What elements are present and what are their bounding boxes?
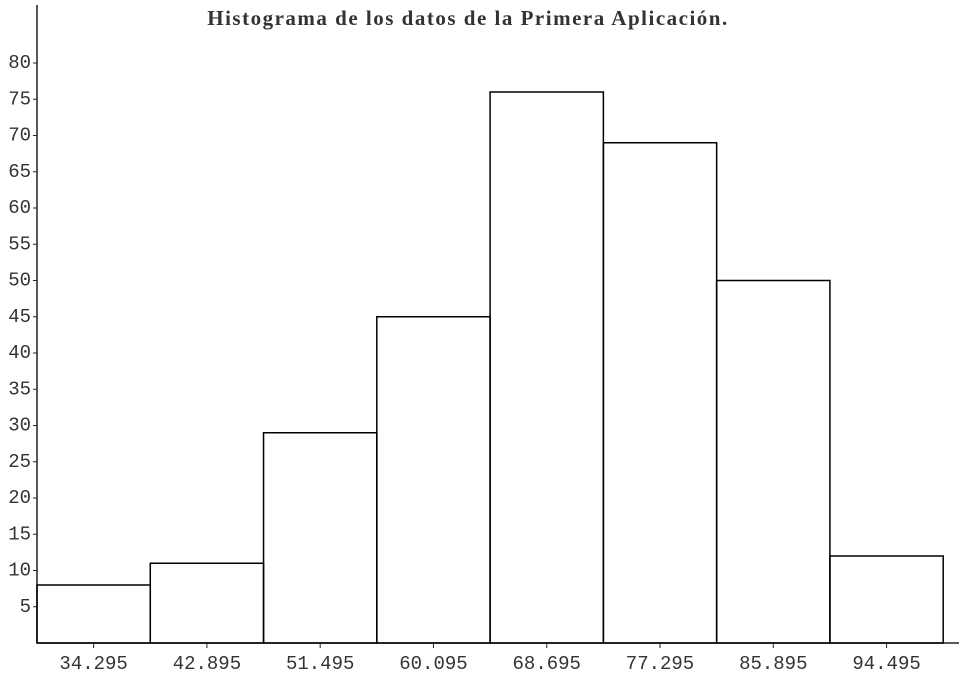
bar bbox=[602, 142, 718, 644]
bar bbox=[829, 555, 944, 644]
x-tick-label: 60.095 bbox=[399, 653, 467, 675]
x-tick-label: 85.895 bbox=[739, 653, 807, 675]
y-tick-label: 30 bbox=[8, 415, 31, 437]
y-tick-label: 15 bbox=[8, 523, 31, 545]
bar bbox=[715, 279, 831, 644]
bar bbox=[489, 91, 605, 644]
bar bbox=[376, 316, 491, 644]
y-tick-label: 65 bbox=[8, 161, 31, 183]
y-tick-label: 80 bbox=[8, 52, 31, 74]
x-tick-label: 42.895 bbox=[173, 653, 241, 675]
y-tick-label: 20 bbox=[8, 487, 31, 509]
y-tick-label: 50 bbox=[8, 270, 31, 292]
y-tick-label: 55 bbox=[8, 233, 31, 255]
y-tick-label: 5 bbox=[20, 596, 31, 618]
x-tick-label: 68.695 bbox=[513, 653, 581, 675]
chart-title: Histograma de los datos de la Primera Ap… bbox=[207, 6, 728, 30]
y-tick-label: 25 bbox=[8, 451, 31, 473]
y-tick-label: 60 bbox=[8, 197, 31, 219]
y-tick-label: 70 bbox=[8, 125, 31, 147]
bar bbox=[149, 562, 265, 644]
y-tick-label: 45 bbox=[8, 306, 31, 328]
x-tick-label: 34.295 bbox=[59, 653, 127, 675]
x-tick-label: 77.295 bbox=[626, 653, 694, 675]
y-tick-label: 35 bbox=[8, 378, 31, 400]
x-tick-label: 94.495 bbox=[852, 653, 920, 675]
bar bbox=[36, 584, 152, 644]
y-tick-label: 75 bbox=[8, 88, 31, 110]
x-tick-label: 51.495 bbox=[286, 653, 354, 675]
y-tick-label: 10 bbox=[8, 560, 31, 582]
bar bbox=[262, 432, 378, 644]
y-tick-label: 40 bbox=[8, 342, 31, 364]
